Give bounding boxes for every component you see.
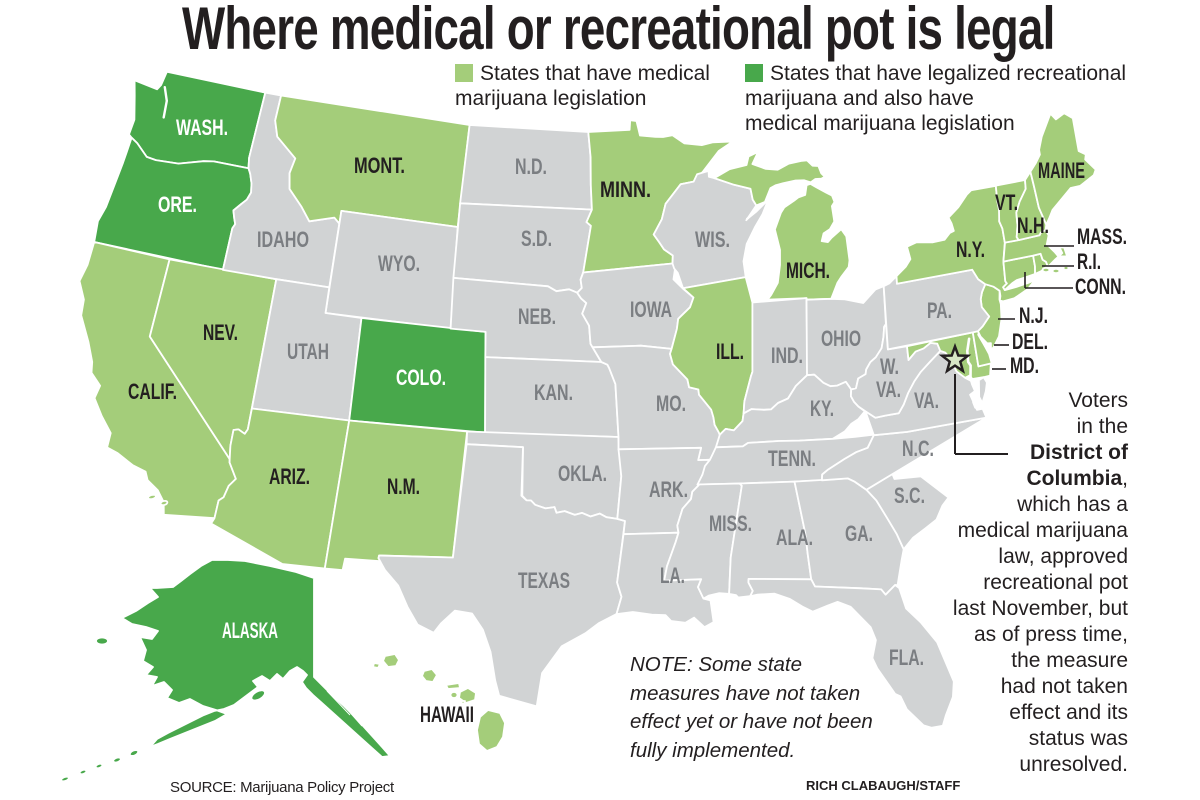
svg-text:IND.: IND. — [771, 343, 803, 368]
svg-text:TEXAS: TEXAS — [518, 568, 570, 593]
svg-text:ARK.: ARK. — [649, 477, 688, 502]
svg-text:FLA.: FLA. — [889, 645, 924, 670]
svg-text:N.H.: N.H. — [1017, 213, 1049, 238]
svg-text:GA.: GA. — [845, 521, 873, 546]
svg-text:HAWAII: HAWAII — [420, 702, 474, 727]
svg-text:ALASKA: ALASKA — [222, 618, 278, 643]
svg-text:ARIZ.: ARIZ. — [269, 464, 310, 489]
svg-text:MASS.: MASS. — [1077, 224, 1127, 249]
svg-text:CONN.: CONN. — [1075, 274, 1126, 299]
svg-text:N.C.: N.C. — [902, 436, 934, 461]
svg-text:PA.: PA. — [927, 298, 952, 323]
svg-text:ALA.: ALA. — [776, 525, 813, 550]
svg-text:VT.: VT. — [995, 190, 1018, 215]
svg-text:ILL.: ILL. — [716, 339, 744, 364]
svg-text:VA.: VA. — [914, 388, 939, 413]
svg-text:ORE.: ORE. — [158, 192, 197, 217]
svg-text:R.I.: R.I. — [1077, 249, 1101, 274]
svg-text:CALIF.: CALIF. — [128, 379, 177, 404]
svg-text:LA.: LA. — [660, 563, 685, 588]
svg-text:WIS.: WIS. — [695, 227, 730, 252]
svg-text:MD.: MD. — [1010, 353, 1039, 378]
svg-text:NEV.: NEV. — [203, 320, 238, 345]
svg-text:KY.: KY. — [810, 396, 834, 421]
svg-text:OKLA.: OKLA. — [558, 461, 607, 486]
svg-text:KAN.: KAN. — [534, 380, 573, 405]
svg-text:IDAHO: IDAHO — [257, 227, 309, 252]
svg-text:MICH.: MICH. — [786, 258, 830, 283]
svg-text:IOWA: IOWA — [630, 297, 672, 322]
svg-text:W.: W. — [880, 354, 899, 379]
svg-text:MONT.: MONT. — [354, 153, 405, 178]
svg-text:MISS.: MISS. — [709, 511, 752, 536]
svg-text:TENN.: TENN. — [768, 446, 816, 471]
svg-text:WYO.: WYO. — [378, 251, 420, 276]
svg-text:WASH.: WASH. — [176, 115, 228, 140]
svg-text:MO.: MO. — [656, 391, 686, 416]
svg-text:COLO.: COLO. — [396, 365, 446, 390]
svg-text:N.M.: N.M. — [387, 474, 420, 499]
svg-text:VA.: VA. — [876, 377, 901, 402]
svg-text:N.J.: N.J. — [1019, 303, 1048, 328]
svg-text:S.D.: S.D. — [521, 226, 552, 251]
svg-text:DEL.: DEL. — [1012, 329, 1048, 354]
svg-text:S.C.: S.C. — [894, 483, 925, 508]
svg-text:N.D.: N.D. — [515, 154, 547, 179]
svg-text:NEB.: NEB. — [518, 304, 556, 329]
svg-text:MAINE: MAINE — [1038, 158, 1085, 183]
svg-text:MINN.: MINN. — [600, 177, 651, 202]
svg-text:OHIO: OHIO — [821, 326, 861, 351]
svg-text:UTAH: UTAH — [287, 339, 329, 364]
svg-text:N.Y.: N.Y. — [956, 237, 985, 262]
